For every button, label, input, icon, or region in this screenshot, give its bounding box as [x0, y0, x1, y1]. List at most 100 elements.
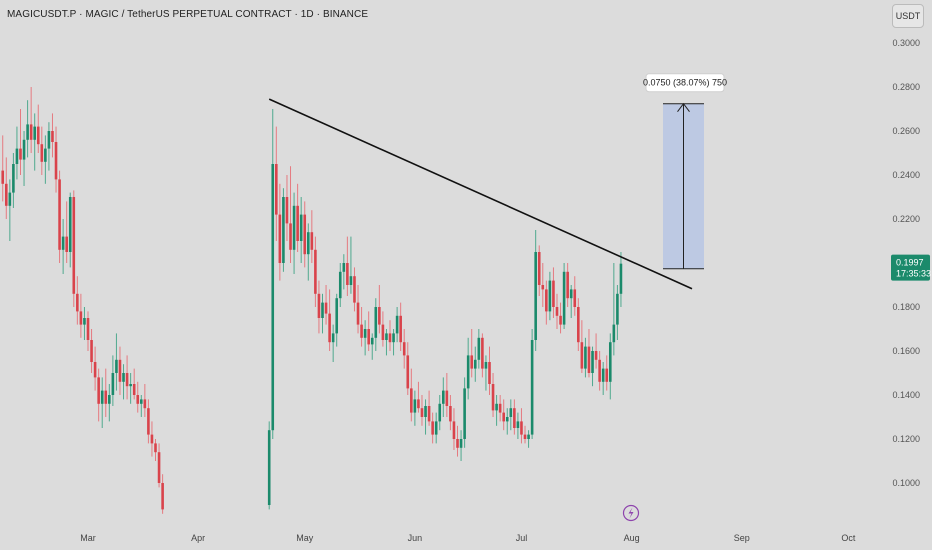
candle-body [555, 307, 559, 316]
candle-body [324, 302, 328, 314]
y-tick-label: 0.2400 [892, 170, 920, 180]
candle-body [559, 315, 562, 325]
candle-body [601, 368, 605, 382]
candle-body [47, 131, 51, 149]
candle-body [374, 307, 378, 338]
candle-body [157, 452, 161, 483]
candle-body [466, 355, 470, 389]
candle-body [516, 421, 520, 428]
candle-body [314, 249, 317, 294]
trendline[interactable] [268, 98, 693, 290]
candle-body [26, 124, 29, 140]
candle-body [388, 333, 392, 343]
candle-body [605, 368, 609, 382]
candle-body [122, 373, 125, 382]
candle-body [154, 443, 157, 453]
candle-body [342, 263, 346, 272]
candle-countdown: 17:35:33 [896, 269, 931, 279]
candle-body [321, 302, 324, 318]
candle-body [4, 183, 8, 206]
candle-body [115, 359, 118, 373]
candle-body [381, 324, 385, 340]
candle-body [495, 403, 498, 411]
x-tick-label: Apr [191, 533, 205, 543]
candle-body [100, 390, 104, 404]
candle-body [97, 377, 100, 404]
candle-body [523, 434, 527, 439]
x-tick-label: Aug [624, 533, 640, 543]
candle-body [303, 214, 307, 255]
candle-body [12, 164, 15, 193]
candle-body [537, 252, 541, 285]
candle-body [299, 214, 303, 241]
candle-body [580, 342, 584, 369]
measure-label: 0.0750 (38.07%) 750 [643, 78, 727, 88]
candle-body [76, 293, 79, 312]
candle-body [552, 280, 555, 307]
candle-body [370, 337, 374, 345]
candle-body [310, 232, 314, 250]
candle-body [569, 289, 573, 299]
candle-body [104, 390, 108, 404]
y-tick-label: 0.2800 [892, 82, 920, 92]
candle-body [545, 289, 548, 312]
candle-body [619, 263, 623, 294]
candle-body [520, 421, 523, 435]
candle-body [118, 359, 122, 382]
candle-body [406, 355, 410, 389]
candle-body [44, 148, 47, 162]
candle-body [616, 293, 619, 325]
candle-body [108, 395, 111, 404]
candle-body [417, 399, 420, 409]
candle-body [1, 170, 5, 184]
chart-title: MAGICUSDT.P · MAGIC / TetherUS PERPETUAL… [7, 9, 369, 20]
candle-body [285, 197, 289, 224]
candle-body [328, 313, 331, 343]
candle-body [438, 403, 442, 422]
candle-body [40, 144, 44, 162]
candle-body [36, 126, 40, 145]
candle-body [378, 307, 381, 325]
candle-body [594, 351, 598, 360]
candle-body [363, 329, 367, 338]
candle-body [608, 342, 612, 382]
candle-body [278, 214, 282, 263]
x-tick-label: Jul [516, 533, 528, 543]
currency-unit-button[interactable]: USDT [892, 4, 924, 28]
candle-body [51, 131, 54, 142]
candle-body [573, 289, 577, 307]
candle-body [296, 205, 299, 241]
candle-body [577, 307, 580, 343]
candle-body [449, 406, 452, 422]
candle-body [79, 311, 83, 325]
candle-body [72, 197, 76, 294]
candle-body [161, 483, 164, 510]
measure-arrow-head [677, 102, 690, 113]
candle-body [484, 362, 488, 369]
candle-body [477, 337, 481, 360]
event-marker-icon[interactable] [622, 504, 640, 522]
measure-tool[interactable]: 0.0750 (38.07%) 750 [643, 73, 727, 270]
candle-body [22, 139, 26, 160]
y-tick-label: 0.1400 [892, 390, 920, 400]
last-price-box [891, 254, 930, 281]
candle-body [431, 421, 434, 435]
candle-body [132, 384, 136, 395]
candle-body [410, 388, 413, 413]
candle-body [335, 298, 339, 334]
candle-body [413, 399, 417, 413]
x-tick-label: Mar [80, 533, 96, 543]
candle-body [392, 333, 395, 343]
candle-body [353, 276, 356, 303]
candle-body [530, 340, 534, 435]
candle-body [481, 337, 484, 369]
candle-body [61, 236, 65, 250]
candle-body [292, 205, 296, 250]
candle-body [83, 318, 86, 325]
candle-body [150, 434, 154, 444]
candle-body [306, 232, 310, 255]
candle-body [271, 164, 275, 431]
y-tick-label: 0.2600 [892, 126, 920, 136]
candle-body [566, 271, 569, 299]
